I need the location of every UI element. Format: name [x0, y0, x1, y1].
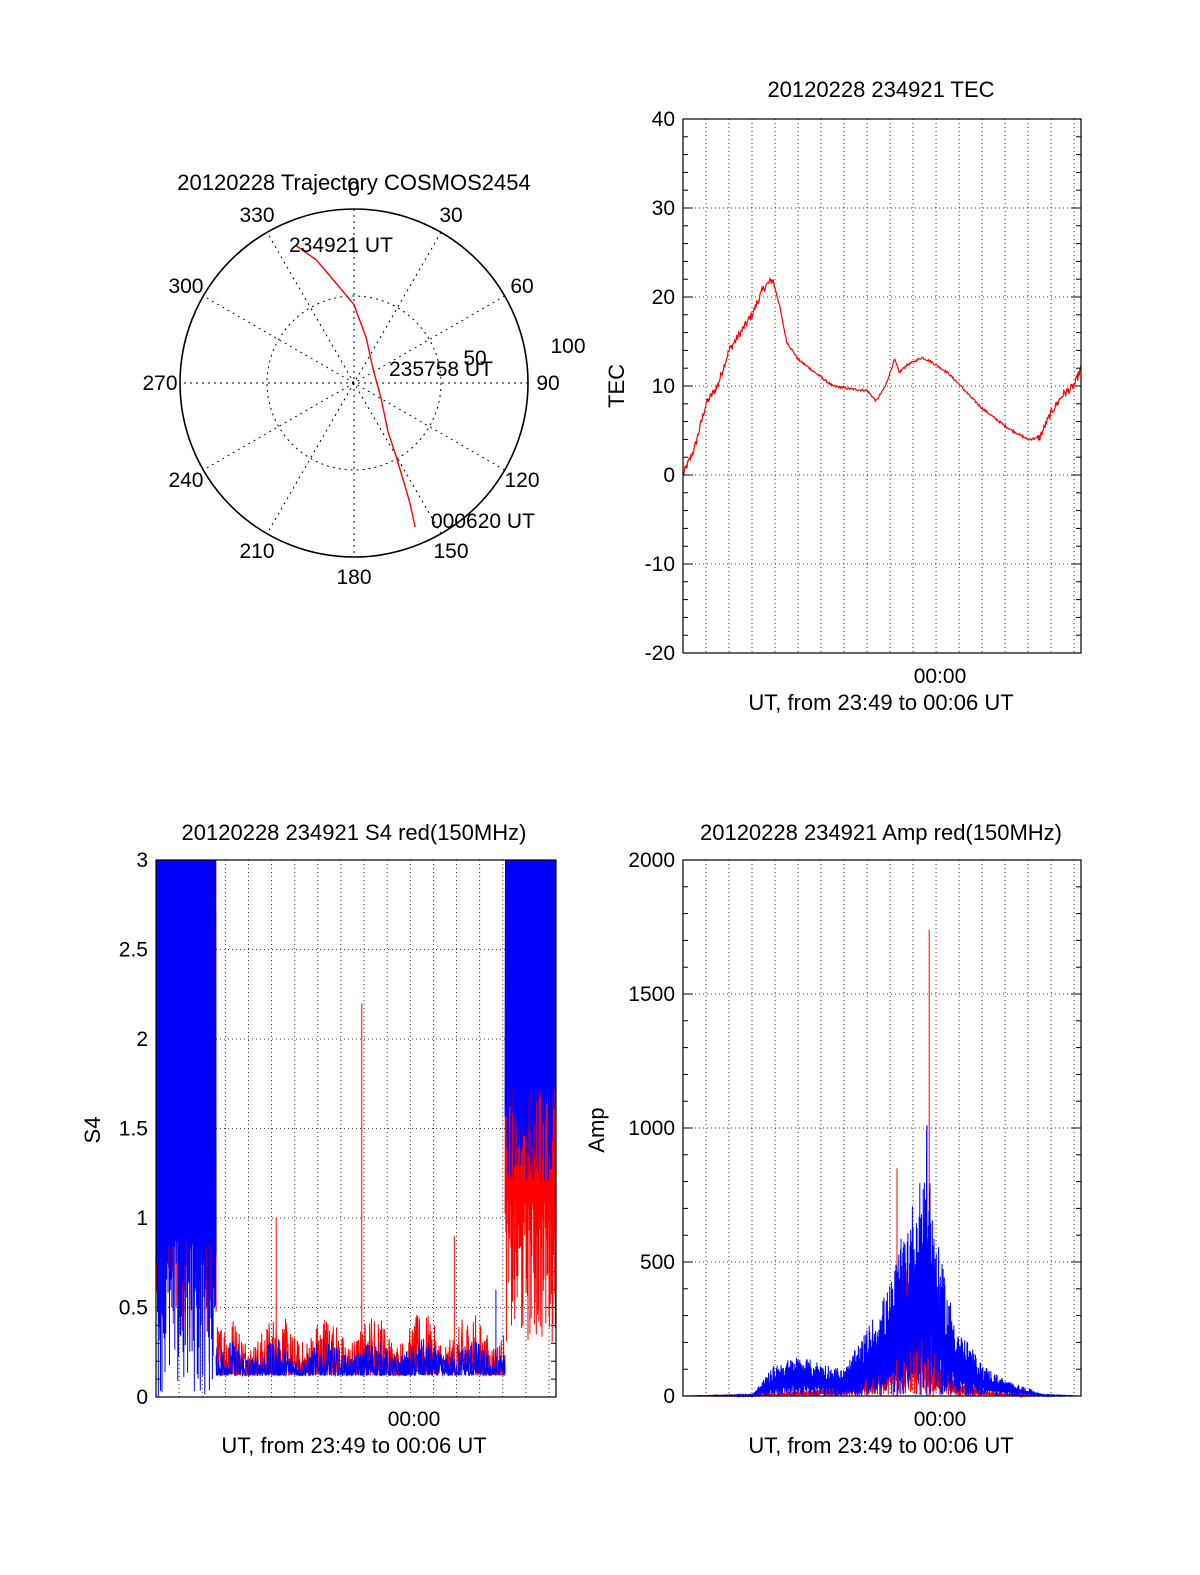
trajectory-end-label: 000620 UT — [431, 510, 535, 533]
s4-x-tick-label: 00:00 — [388, 1408, 441, 1431]
amp-title: 20120228 234921 Amp red(150MHz) — [700, 820, 1062, 845]
polar-angle-label: 60 — [510, 275, 533, 298]
y-tick-label: 20 — [652, 286, 675, 309]
polar-angle-label: 150 — [433, 540, 468, 563]
y-tick-label: -10 — [645, 553, 675, 576]
y-tick-label: 0 — [663, 464, 675, 487]
polar-radius-label: 50 — [463, 347, 486, 370]
polar-angle-label: 180 — [336, 566, 371, 589]
y-tick-label: 1 — [136, 1207, 148, 1230]
tec-x-axis-label: UT, from 23:49 to 00:06 UT — [748, 690, 1013, 715]
trajectory-mid-label: 235758 UT — [389, 358, 493, 381]
polar-angle-label: 0 — [348, 178, 360, 201]
polar-title: 20120228 Trajectory COSMOS2454 — [177, 170, 530, 195]
polar-grid — [179, 208, 529, 558]
amp-chart: 20120228 234921 Amp red(150MHz) 2000 1500… — [584, 820, 1082, 1458]
amp-y-axis-label: Amp — [584, 1107, 609, 1152]
tec-title: 20120228 234921 TEC — [767, 77, 994, 102]
tec-y-tick-labels: 40 30 20 10 0 -10 -20 — [645, 108, 675, 665]
polar-angle-label: 300 — [168, 275, 203, 298]
amp-grid — [683, 859, 1081, 1397]
trajectory-start-label: 234921 UT — [289, 234, 393, 257]
tec-y-axis-label: TEC — [604, 364, 629, 408]
polar-radius-labels: 50 100 — [463, 335, 585, 370]
trajectory-line — [295, 244, 416, 528]
s4-series-area — [155, 859, 557, 1397]
y-tick-label: 0 — [136, 1386, 148, 1409]
y-tick-label: 3 — [136, 849, 148, 872]
amp-blue-series — [683, 1125, 1081, 1398]
y-tick-label: -20 — [645, 642, 675, 665]
amp-x-tick-label: 00:00 — [914, 1408, 967, 1431]
amp-plot-frame — [682, 859, 1082, 1397]
polar-angle-label: 120 — [504, 469, 539, 492]
polar-angle-label: 90 — [536, 372, 559, 395]
polar-angle-label: 240 — [168, 469, 203, 492]
s4-chart: 20120228 234921 S4 red(150MHz) 3 2.5 2 1.5 1… — [80, 820, 557, 1458]
polar-angle-label: 270 — [142, 372, 177, 395]
polar-angle-label: 210 — [239, 540, 274, 563]
s4-plot-frame — [155, 859, 557, 1398]
s4-title: 20120228 234921 S4 red(150MHz) — [182, 820, 527, 845]
tec-plot-frame — [682, 118, 1082, 654]
y-tick-label: 1500 — [628, 983, 675, 1006]
polar-angle-label: 330 — [239, 204, 274, 227]
y-tick-label: 1000 — [628, 1117, 675, 1140]
y-tick-label: 40 — [652, 108, 675, 131]
polar-inner-circle — [266, 295, 442, 471]
s4-red-series — [155, 859, 557, 1378]
polar-trajectory-chart: 20120228 Trajectory COSMOS2454 0 30 60 90 12… — [142, 170, 585, 589]
tec-series-line — [682, 277, 1082, 477]
polar-angle-labels: 0 30 60 90 120 150 180 210 240 270 300 330 — [142, 178, 559, 589]
tec-x-tick-label: 00:00 — [914, 665, 967, 688]
amp-y-tick-labels: 2000 1500 1000 500 0 — [628, 849, 675, 1408]
y-tick-label: 30 — [652, 197, 675, 220]
y-tick-label: 500 — [640, 1251, 675, 1274]
y-tick-label: 2000 — [628, 849, 675, 872]
y-tick-label: 0.5 — [119, 1297, 148, 1320]
s4-blue-series — [155, 859, 557, 1397]
s4-y-tick-labels: 3 2.5 2 1.5 1 0.5 0 — [119, 849, 148, 1409]
polar-spoke — [266, 232, 442, 534]
tec-grid — [683, 118, 1081, 654]
s4-y-axis-label: S4 — [80, 1117, 105, 1144]
polar-radius-label: 100 — [550, 335, 585, 358]
polar-angle-label: 30 — [439, 204, 462, 227]
y-tick-label: 10 — [652, 375, 675, 398]
y-tick-label: 1.5 — [119, 1118, 148, 1141]
tec-chart: 20120228 234921 TEC 40 30 20 10 0 -10 -20 00:0… — [604, 77, 1082, 715]
s4-x-axis-label: UT, from 23:49 to 00:06 UT — [221, 1433, 486, 1458]
y-tick-label: 2 — [136, 1028, 148, 1051]
amp-x-axis-label: UT, from 23:49 to 00:06 UT — [748, 1433, 1013, 1458]
y-tick-label: 2.5 — [119, 939, 148, 962]
y-tick-label: 0 — [663, 1385, 675, 1408]
